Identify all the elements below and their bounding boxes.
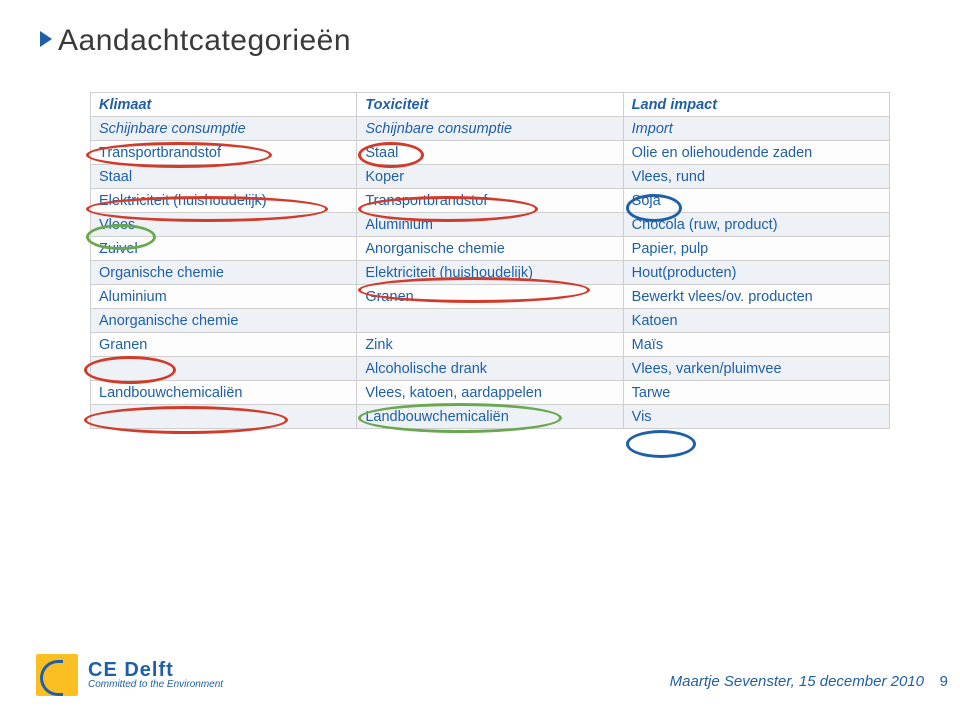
table-row: AluminiumGranenBewerkt vlees/ov. product… xyxy=(91,285,890,309)
col-sub-2: Import xyxy=(623,117,889,141)
table-subheader-row: Schijnbare consumptie Schijnbare consump… xyxy=(91,117,890,141)
table-row: Anorganische chemieKatoen xyxy=(91,309,890,333)
slide-title: Aandachtcategorieën xyxy=(40,24,351,58)
table-row: ZuivelAnorganische chemiePapier, pulp xyxy=(91,237,890,261)
col-header-2: Land impact xyxy=(623,93,889,117)
table-row: StaalKoperVlees, rund xyxy=(91,165,890,189)
table-header-row: Klimaat Toxiciteit Land impact xyxy=(91,93,890,117)
title-text: Aandachtcategorieën xyxy=(58,24,351,58)
table-row: LandbouwchemicaliënVis xyxy=(91,405,890,429)
annotation-oval xyxy=(626,430,696,458)
table-row: VleesAluminiumChocola (ruw, product) xyxy=(91,213,890,237)
col-header-1: Toxiciteit xyxy=(357,93,623,117)
table-row: Organische chemieElektriciteit (huishoud… xyxy=(91,261,890,285)
table-row: Alcoholische drankVlees, varken/pluimvee xyxy=(91,357,890,381)
footer-logo-block: CE Delft Committed to the Environment xyxy=(36,654,223,696)
page-number: 9 xyxy=(940,673,948,690)
col-sub-1: Schijnbare consumptie xyxy=(357,117,623,141)
category-table: Klimaat Toxiciteit Land impact Schijnbar… xyxy=(90,92,890,429)
table-row: GranenZinkMaïs xyxy=(91,333,890,357)
table-row: LandbouwchemicaliënVlees, katoen, aardap… xyxy=(91,381,890,405)
table-row: Elektriciteit (huishoudelijk)Transportbr… xyxy=(91,189,890,213)
footer-credit: Maartje Sevenster, 15 december 2010 xyxy=(670,673,924,690)
col-sub-0: Schijnbare consumptie xyxy=(91,117,357,141)
table-row: TransportbrandstofStaalOlie en oliehoude… xyxy=(91,141,890,165)
title-bullet-icon xyxy=(40,31,52,47)
ce-delft-logo-icon xyxy=(36,654,78,696)
logo-tagline: Committed to the Environment xyxy=(88,680,223,690)
col-header-0: Klimaat xyxy=(91,93,357,117)
logo-name: CE Delft xyxy=(88,660,223,680)
